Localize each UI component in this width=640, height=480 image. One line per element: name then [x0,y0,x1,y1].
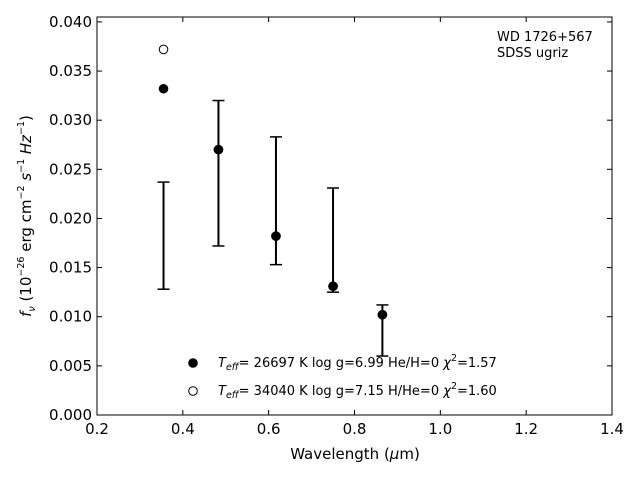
y-tick-label: 0.005 [49,357,92,375]
x-tick-label: 0.8 [343,420,367,438]
x-axis-label: Wavelength (μm) [290,445,420,463]
y-tick-label: 0.035 [49,62,92,80]
x-tick-label: 1.4 [600,420,624,438]
legend-marker-filled [188,358,198,368]
legend-marker-open [188,386,198,396]
point-filled [158,83,169,94]
legend-label-open: Teff= 34040 K log g=7.15 H/He=0 χ2=1.60 [218,381,497,401]
error-bar [269,136,282,266]
annotation-line-1: WD 1726+567 [497,30,593,45]
data-points [158,44,388,320]
y-tick-label: 0.020 [49,209,92,227]
point-filled [213,144,224,155]
error-bars [157,99,389,357]
y-tick-label: 0.010 [49,308,92,326]
axis-ticks: 0.2 0.4 0.6 0.8 1.0 1.2 1.4 0.000 0.005 0.010 0.01… [49,13,624,438]
plot-frame [96,16,613,416]
point-filled [328,281,338,292]
y-tick-label: 0.030 [49,111,92,129]
point-filled [377,309,388,320]
y-tick-label: 0.040 [49,13,92,31]
y-tick-label: 0.000 [49,406,92,424]
y-tick-label: 0.015 [49,259,92,277]
legend-label-filled: Teff= 26697 K log g=6.99 He/H=0 χ2=1.57 [218,353,497,373]
legend: Teff= 26697 K log g=6.99 He/H=0 χ2=1.57 … [188,353,497,401]
x-tick-label: 0.4 [171,420,195,438]
y-tick-label: 0.025 [49,160,92,178]
error-bar [157,181,170,290]
error-bar [327,187,340,293]
y-axis-label: fν (10−26 erg cm−2 s−1 Hz−1) [16,115,38,317]
x-tick-label: 1.2 [514,420,538,438]
x-tick-label: 1.0 [428,420,452,438]
x-tick-label: 0.6 [257,420,281,438]
point-open [158,44,169,55]
error-bar [212,99,225,247]
point-filled [271,231,281,241]
x-tick-label: 0.2 [85,420,109,438]
annotation-line-2: SDSS ugriz [497,46,568,61]
